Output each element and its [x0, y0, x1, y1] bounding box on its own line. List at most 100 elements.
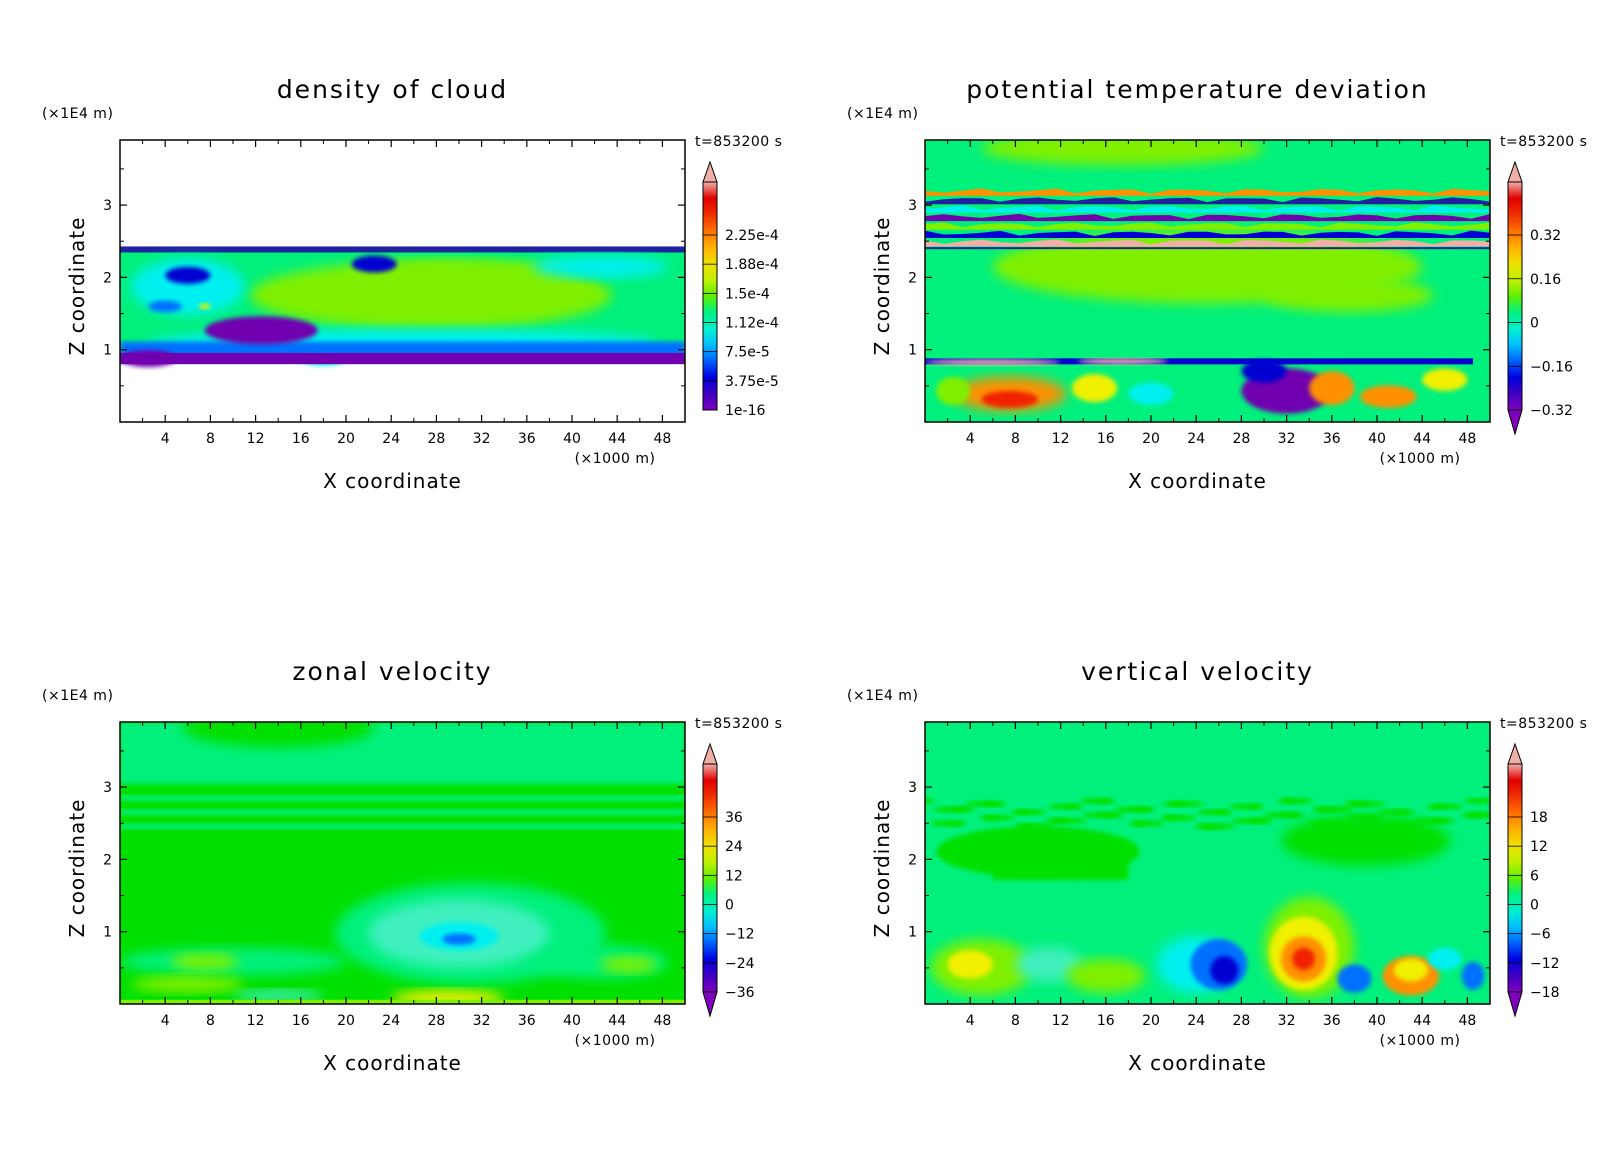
field-blob [1393, 958, 1428, 982]
field-blob [981, 140, 1264, 166]
y-tick-label: 2 [103, 270, 112, 286]
x-tick-label: 20 [1142, 431, 1160, 447]
y-tick-label: 1 [103, 343, 112, 359]
field-region [120, 795, 685, 801]
x-tick-label: 8 [206, 431, 215, 447]
x-tick-label: 8 [1011, 1013, 1020, 1029]
x-tick-label: 48 [1458, 1013, 1476, 1029]
colorbar-label: 1e-16 [725, 403, 765, 419]
x-tick-label: 20 [1142, 1013, 1160, 1029]
colorbar-bottom-arrow [1507, 991, 1523, 1018]
timestamp-label: t=853200 s [1500, 716, 1587, 732]
x-tick-label: 48 [1458, 431, 1476, 447]
field-blob [1045, 817, 1070, 824]
colorbar-label: 12 [1530, 839, 1548, 855]
x-tick-label: 32 [1278, 1013, 1296, 1029]
field-blob [930, 820, 961, 827]
x-tick-label: 24 [1187, 431, 1205, 447]
field-blob [148, 300, 183, 313]
x-tick-label: 16 [1097, 431, 1115, 447]
y-tick-label: 2 [908, 270, 917, 286]
x-tick-label: 40 [563, 431, 581, 447]
field-blob [1128, 820, 1147, 827]
x-tick-label: 12 [1052, 431, 1070, 447]
field-blob [165, 266, 211, 284]
field-blob [1461, 812, 1486, 819]
chart-title: density of cloud [277, 75, 508, 104]
colorbar-label: 1.12e-4 [725, 316, 779, 332]
x-tick-label: 40 [1368, 431, 1386, 447]
field-blob [1264, 278, 1434, 313]
field-region [925, 222, 1490, 230]
field-region [925, 239, 1490, 247]
field-blob [600, 956, 657, 973]
field-blob [1263, 812, 1300, 819]
field-blob [1082, 812, 1119, 819]
x-axis-label: X coordinate [323, 469, 462, 493]
colorbar [1507, 763, 1523, 993]
chart-panel-zonal: zonal velocity(×1E4 m)t=853200 s4 8 12 16 20… [42, 657, 782, 1075]
field-blob [1231, 817, 1268, 824]
colorbar-label: 1.5e-4 [725, 286, 770, 302]
plot-frame [119, 721, 686, 1005]
field-region [120, 999, 685, 1004]
x-tick-label: 24 [1187, 1013, 1205, 1029]
x-tick-label: 36 [1323, 431, 1341, 447]
colorbar-label: 0.32 [1530, 228, 1561, 244]
field-region [120, 341, 685, 356]
field-blob [1077, 358, 1168, 365]
colorbar-label: 0 [725, 898, 734, 914]
field-blob [981, 390, 1038, 408]
field-blob [1229, 803, 1260, 810]
x-tick-label: 20 [337, 1013, 355, 1029]
x-tick-label: 4 [966, 1013, 975, 1029]
colorbar-bottom-arrow [702, 991, 718, 1018]
field-region [925, 213, 1490, 222]
field-blob [1309, 371, 1355, 406]
field-blob [351, 255, 397, 273]
field-blob [131, 258, 245, 315]
field-blob [1360, 385, 1417, 408]
x-tick-label: 36 [518, 1013, 536, 1029]
y-axis-label: Z coordinate [65, 799, 89, 938]
x-tick-label: 32 [473, 431, 491, 447]
y-axis-unit: (×1E4 m) [847, 688, 918, 704]
field-region [925, 247, 1490, 250]
field-blob [925, 359, 1061, 366]
x-axis-label: X coordinate [1128, 469, 1267, 493]
colorbar-top-arrow [702, 160, 718, 183]
timestamp-label: t=853200 s [1500, 134, 1587, 150]
y-tick-label: 2 [103, 852, 112, 868]
field-region [925, 230, 1490, 239]
colorbar-label: −12 [725, 927, 755, 943]
x-tick-label: 24 [382, 431, 400, 447]
y-axis-unit: (×1E4 m) [847, 106, 918, 122]
y-tick-label: 3 [103, 198, 112, 214]
field-blob [1461, 961, 1485, 990]
field-blob [1163, 800, 1188, 807]
y-axis-unit: (×1E4 m) [42, 106, 113, 122]
plot-area [120, 722, 685, 1004]
colorbar-top-arrow [1507, 742, 1523, 765]
y-tick-label: 3 [103, 780, 112, 796]
colorbar-bottom-arrow [1507, 409, 1523, 436]
field-blob [120, 350, 177, 367]
field-blob [346, 261, 572, 290]
colorbar-label: −24 [725, 956, 755, 972]
field-blob [1378, 809, 1409, 816]
x-tick-label: 16 [1097, 1013, 1115, 1029]
chart-panel-cloud: density of cloud(×1E4 m)t=853200 s4 8 12 16… [42, 75, 782, 493]
field-blob [1015, 947, 1084, 982]
field-blob [936, 376, 971, 406]
timestamp-label: t=853200 s [695, 134, 782, 150]
field-blob [965, 800, 1002, 807]
colorbar [702, 181, 718, 411]
plot-frame [924, 139, 1491, 423]
x-tick-label: 28 [1232, 431, 1250, 447]
colorbar-label: 1.88e-4 [725, 257, 779, 273]
field-blob [1464, 797, 1490, 804]
x-tick-label: 12 [1052, 1013, 1070, 1029]
colorbar-label: 12 [725, 868, 743, 884]
x-tick-label: 8 [206, 1013, 215, 1029]
chart-panel-vertical: vertical velocity(×1E4 m)t=853200 s4 8 12 1… [847, 657, 1587, 1075]
